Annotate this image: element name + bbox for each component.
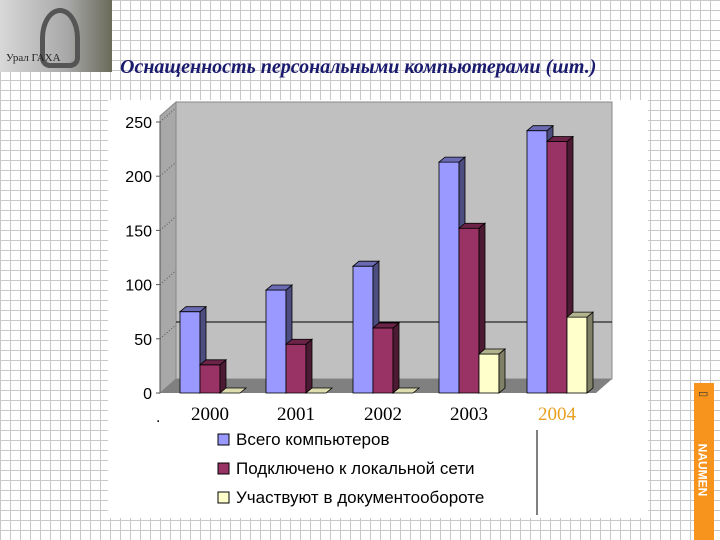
bar-side (586, 311, 594, 394)
y-tick-label: 250 (125, 115, 152, 132)
bar-2001-3 (304, 387, 334, 394)
logo: Урал ГАХА (0, 0, 112, 72)
bar-side (392, 322, 400, 394)
logo-mark (40, 8, 80, 68)
side-wall (159, 100, 177, 395)
legend-swatch (217, 433, 230, 446)
bar-front (265, 289, 287, 394)
bar-front (526, 130, 548, 394)
bar-top (371, 322, 401, 329)
bar-front (199, 364, 221, 394)
gridline (159, 107, 177, 123)
bar-front (546, 141, 568, 394)
bar-zero (391, 387, 421, 394)
bar-2003-2 (457, 222, 487, 394)
x-tick-label: 2003 (450, 404, 488, 425)
chart-area: 0 50 100 150 200 250 2000 2001 2002 2003 2004. Всег… (108, 100, 648, 518)
logo-text: Урал ГАХА (6, 52, 61, 64)
bar-2003-3 (477, 348, 507, 394)
bar-front (566, 316, 588, 394)
bar-top (437, 156, 467, 163)
bar-2004-3 (565, 311, 595, 394)
bar-front (438, 161, 460, 394)
bar-2001-2 (284, 338, 314, 394)
brand-text: NAUMEN (695, 443, 710, 497)
bar-top (198, 359, 228, 366)
bar-front (372, 327, 394, 394)
gridline (159, 324, 177, 340)
slide-title: Оснащенность персональными компьютерами … (120, 56, 597, 78)
bar-zero (304, 387, 334, 394)
gridline (159, 216, 177, 231)
bar-side (219, 358, 227, 394)
bar-2000-2 (198, 358, 228, 394)
legend-label: Участвуют в документообороте (236, 488, 484, 507)
legend-label: Всего компьютеров (236, 430, 390, 449)
bar-side (305, 338, 313, 394)
brand-strip: ▭ NAUMEN (694, 383, 714, 540)
x-tick-label: 2004 (538, 404, 577, 425)
y-tick-label: 100 (125, 278, 152, 295)
bar-front (478, 353, 500, 394)
bar-side (498, 348, 506, 394)
bar-top (477, 348, 507, 355)
y-tick-label: 0 (143, 386, 152, 403)
bar-2000-3 (218, 387, 248, 394)
bar-front (352, 265, 374, 394)
bar-top (525, 125, 555, 132)
bar-top (565, 311, 595, 318)
gridline (159, 270, 177, 285)
bar-2002-3 (391, 387, 421, 394)
y-tick-label: 50 (134, 332, 152, 349)
legend-swatch (217, 491, 230, 504)
y-tick-label: 150 (125, 223, 152, 240)
bar-top (545, 136, 575, 142)
bar-top (264, 284, 294, 291)
bar-front (285, 343, 307, 394)
legend-label: Подключено к локальной сети (236, 459, 475, 478)
legend-swatch (217, 462, 230, 475)
bar-top (351, 260, 381, 267)
axis-dot: . (156, 409, 160, 426)
x-tick-label: 2000 (191, 404, 229, 425)
bar-2002-2 (371, 322, 401, 394)
x-tick-label: 2002 (364, 404, 402, 425)
bar-top (457, 222, 487, 229)
bar-top (178, 306, 208, 313)
bar-front (179, 311, 201, 394)
y-tick-label: 200 (125, 169, 152, 186)
bar-zero (218, 387, 248, 394)
bar-top (284, 338, 314, 345)
gridline (159, 161, 177, 177)
bar-chart: 0 50 100 150 200 250 2000 2001 2002 2003 2004. Всег… (125, 100, 613, 515)
laptop-icon: ▭ (698, 388, 709, 400)
x-tick-label: 2001 (277, 404, 315, 425)
bar-front (458, 227, 480, 394)
